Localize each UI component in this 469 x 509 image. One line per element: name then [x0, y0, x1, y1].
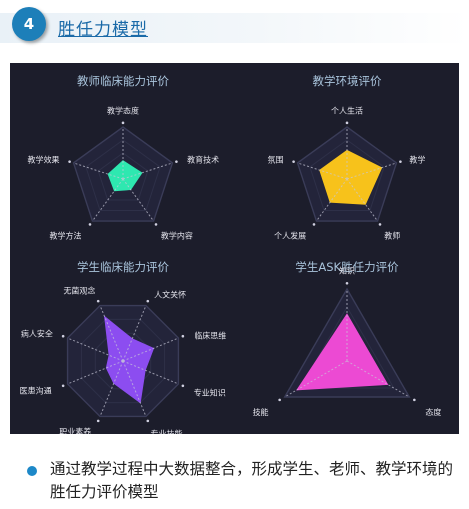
axis-line: [346, 162, 397, 180]
axis-line: [73, 162, 124, 180]
axis-label: 临床思维: [194, 330, 226, 340]
axis-label: 教学内容: [161, 230, 193, 240]
axis-end-dot: [88, 223, 92, 226]
axis-line: [122, 178, 154, 222]
axis-line: [122, 360, 147, 417]
axis-line: [316, 178, 348, 222]
axis-end-dot: [181, 334, 185, 338]
axis-line: [99, 305, 124, 362]
axis-line: [67, 337, 124, 362]
axis-label: 教学方法: [50, 230, 82, 240]
data-area: [107, 160, 143, 192]
axis-line: [99, 360, 124, 417]
axis-end-dot: [378, 223, 382, 226]
chart-title: 学生ASK胜任力评价: [295, 260, 399, 274]
axis-label: 个人生活: [331, 106, 363, 116]
axis-end-dot: [278, 398, 281, 402]
bullet-point: 通过教学过程中大数据整合，形成学生、老师、教学环境的胜任力评价模型: [22, 458, 462, 504]
axis-end-dot: [292, 160, 295, 163]
axis-end-dot: [61, 384, 65, 388]
grid-ring: [85, 139, 161, 212]
axis-label: 教师: [384, 230, 400, 240]
chart-title: 学生临床能力评价: [77, 260, 169, 274]
header-banner: [0, 13, 469, 43]
axis-end-dot: [61, 334, 65, 338]
axis-end-dot: [345, 121, 349, 125]
axis-label: 教学: [409, 155, 425, 165]
axis-end-dot: [96, 419, 100, 423]
axis-label: 技能: [253, 407, 269, 417]
chart-title: 教学环境评价: [313, 74, 382, 88]
axis-end-dot: [312, 223, 316, 226]
axis-end-dot: [96, 299, 100, 303]
axis-end-dot: [121, 121, 125, 125]
section-title[interactable]: 胜任力模型: [58, 20, 148, 40]
axis-line: [67, 360, 124, 385]
grid-ring: [299, 306, 395, 389]
grid-ring: [97, 152, 149, 201]
axis-end-dot: [154, 223, 158, 226]
axis-label: 病人安全: [21, 328, 53, 338]
bullet-text: 通过教学过程中大数据整合，形成学生、老师、教学环境的胜任力评价模型: [50, 460, 454, 501]
axis-end-dot: [68, 160, 71, 163]
bullet-dot-icon: [27, 466, 37, 476]
axis-end-dot: [146, 419, 150, 423]
axis-end-dot: [399, 160, 402, 163]
radar-charts: 教师临床能力评价教学态度教育技术教学内容教学方法教学效果教学环境评价个人生活教学…: [20, 74, 442, 434]
axis-line: [122, 305, 147, 362]
axis-label: 专业技能: [151, 429, 183, 434]
axis-end-dot: [146, 299, 150, 303]
axis-line: [284, 360, 348, 398]
axis-line: [346, 178, 378, 222]
axis-label: 教学效果: [27, 155, 59, 165]
axis-label: 教育技术: [187, 155, 219, 165]
axis-label: 无菌观念: [63, 285, 95, 295]
axis-end-dot: [175, 160, 178, 163]
axis-label: 教学态度: [107, 106, 139, 116]
chart-title: 教师临床能力评价: [77, 74, 169, 88]
axis-label: 人文关怀: [154, 289, 186, 299]
grid-ring: [309, 139, 385, 212]
axis-label: 医患沟通: [20, 386, 52, 396]
axis-line: [92, 178, 124, 222]
section-header: 4 胜任力模型: [0, 0, 469, 52]
axis-end-dot: [181, 384, 185, 388]
section-number-badge: 4: [12, 7, 46, 41]
axis-label: 专业知识: [194, 388, 226, 398]
axis-label: 职业素养: [59, 427, 91, 434]
axis-label: 个人发展: [274, 230, 306, 240]
axis-end-dot: [413, 398, 416, 402]
axis-label: 氛围: [267, 155, 283, 165]
axis-end-dot: [345, 281, 349, 285]
axis-line: [297, 162, 348, 180]
axis-line: [346, 360, 410, 398]
axis-line: [122, 162, 173, 180]
radar-chart-panel: 教师临床能力评价 教学态度 教育技术 教学内容 教学方法 教学效果 教学环境评价 个人生活 教学…: [10, 63, 459, 434]
axis-label: 态度: [425, 407, 441, 417]
axis-label: 知识: [339, 266, 355, 276]
